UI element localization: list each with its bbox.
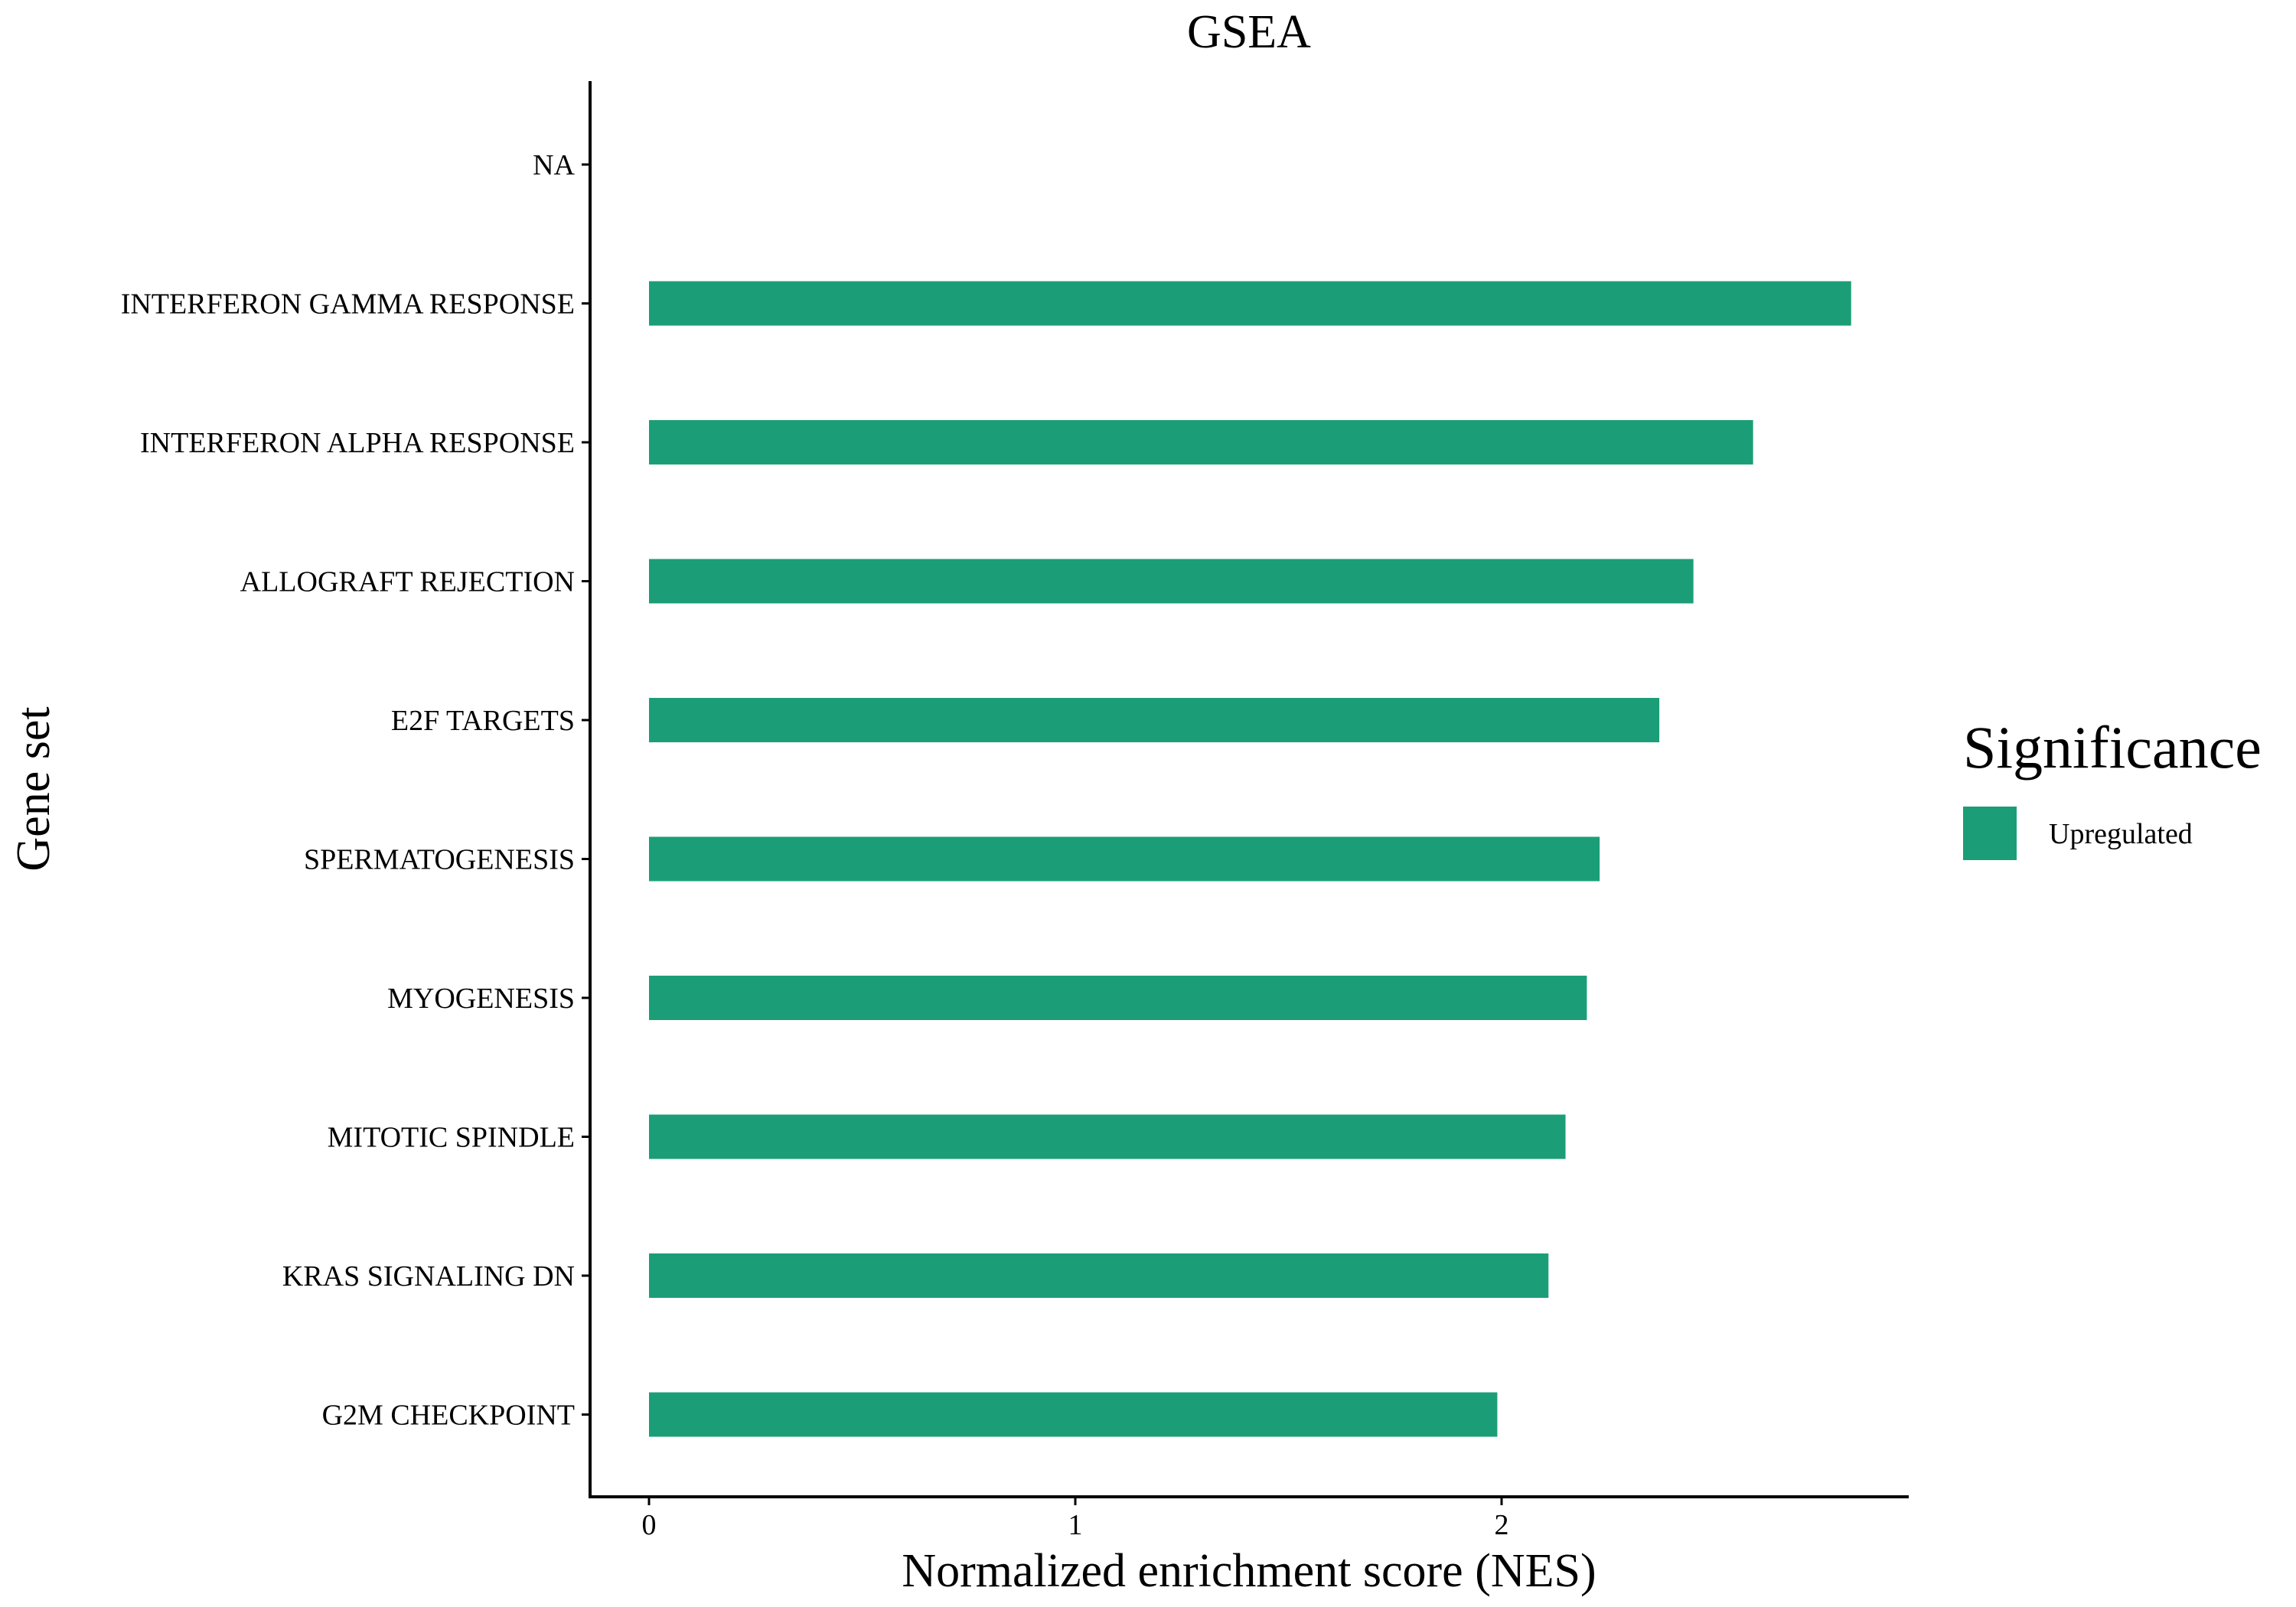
y-axis-ticks: NA INTERFERON GAMMA RESPONSE INTERFERON AL… [121, 149, 590, 1432]
x-axis-title: Normalized enrichment score (NES) [902, 1545, 1596, 1597]
x-tick-label-2: 2 [1495, 1509, 1509, 1541]
bar-spermatogenesis [649, 836, 1600, 882]
chart-title: GSEA [1187, 6, 1311, 58]
bar-allograft-rejection [649, 559, 1694, 604]
bars-group [649, 281, 1851, 1437]
y-tick-label-myogenesis: MYOGENESIS [387, 983, 575, 1015]
y-axis-title: Gene set [8, 706, 60, 871]
bar-g2m-checkpoint [649, 1392, 1498, 1437]
y-tick-label-mitotic-spindle: MITOTIC SPINDLE [328, 1122, 575, 1154]
bar-interferon-gamma-response [649, 281, 1851, 326]
y-tick-label-g2m-checkpoint: G2M CHECKPOINT [322, 1400, 575, 1432]
y-tick-label-interferon-gamma-response: INTERFERON GAMMA RESPONSE [121, 288, 575, 321]
bar-e2f-targets [649, 698, 1660, 742]
y-tick-label-na: NA [533, 149, 575, 181]
legend: Significance Upregulated [1963, 714, 2262, 860]
legend-label-upregulated: Upregulated [2049, 818, 2193, 850]
x-tick-label-0: 0 [642, 1509, 657, 1541]
y-tick-label-allograft-rejection: ALLOGRAFT REJECTION [240, 566, 575, 598]
x-axis-ticks: 0 1 2 [642, 1497, 1509, 1541]
x-tick-label-1: 1 [1068, 1509, 1083, 1541]
bar-interferon-alpha-response [649, 420, 1753, 464]
bar-myogenesis [649, 976, 1587, 1020]
bar-kras-signaling-dn [649, 1253, 1549, 1298]
legend-title: Significance [1963, 714, 2262, 781]
legend-swatch-upregulated [1963, 807, 2017, 860]
y-tick-label-interferon-alpha-response: INTERFERON ALPHA RESPONSE [140, 427, 575, 459]
y-tick-label-spermatogenesis: SPERMATOGENESIS [304, 844, 575, 876]
y-tick-label-kras-signaling-dn: KRAS SIGNALING DN [282, 1260, 575, 1292]
y-tick-label-e2f-targets: E2F TARGETS [391, 705, 575, 737]
bar-mitotic-spindle [649, 1114, 1566, 1159]
